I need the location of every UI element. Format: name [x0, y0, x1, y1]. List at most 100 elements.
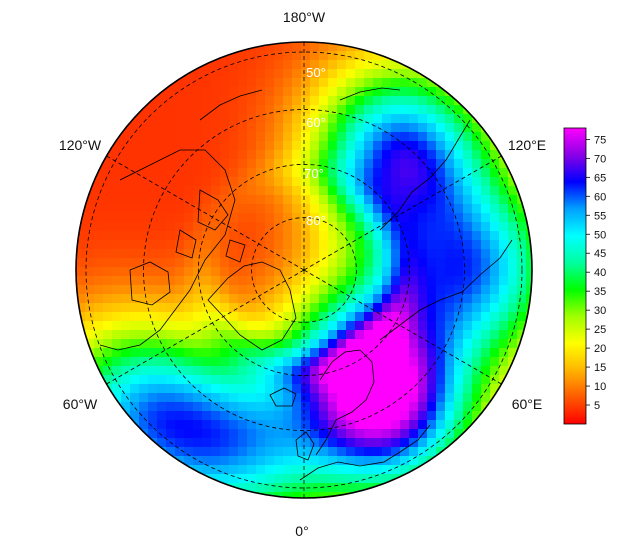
field-cell: [346, 483, 356, 493]
field-cell: [130, 159, 140, 169]
field-cell: [247, 330, 257, 340]
field-cell: [265, 87, 275, 97]
field-cell: [382, 429, 392, 439]
field-cell: [256, 357, 266, 367]
field-cell: [301, 240, 311, 250]
field-cell: [508, 159, 518, 169]
field-cell: [472, 249, 482, 259]
field-cell: [238, 375, 248, 385]
field-cell: [184, 456, 194, 466]
field-cell: [202, 420, 212, 430]
field-cell: [85, 303, 95, 313]
field-cell: [355, 177, 365, 187]
field-cell: [130, 276, 140, 286]
field-cell: [112, 159, 122, 169]
field-cell: [184, 393, 194, 403]
field-cell: [166, 402, 176, 412]
field-cell: [247, 186, 257, 196]
field-cell: [481, 375, 491, 385]
field-cell: [427, 384, 437, 394]
field-cell: [121, 132, 131, 142]
field-cell: [490, 276, 500, 286]
field-cell: [328, 465, 338, 475]
field-cell: [166, 231, 176, 241]
field-cell: [310, 402, 320, 412]
field-cell: [166, 393, 176, 403]
field-cell: [337, 42, 347, 52]
field-cell: [130, 114, 140, 124]
field-cell: [310, 348, 320, 358]
field-cell: [211, 375, 221, 385]
field-cell: [472, 195, 482, 205]
field-cell: [229, 114, 239, 124]
lat-label-70: 70°: [304, 166, 324, 181]
field-cell: [310, 492, 320, 498]
field-cell: [355, 159, 365, 169]
field-cell: [508, 177, 518, 187]
field-cell: [463, 285, 473, 295]
field-cell: [157, 357, 167, 367]
field-cell: [346, 168, 356, 178]
field-cell: [184, 438, 194, 448]
field-cell: [103, 249, 113, 259]
field-cell: [310, 177, 320, 187]
field-cell: [148, 231, 158, 241]
field-cell: [382, 447, 392, 457]
field-cell: [382, 204, 392, 214]
field-cell: [220, 357, 230, 367]
field-cell: [391, 249, 401, 259]
field-cell: [283, 276, 293, 286]
field-cell: [265, 312, 275, 322]
field-cell: [436, 330, 446, 340]
field-cell: [148, 186, 158, 196]
field-cell: [436, 150, 446, 160]
field-cell: [499, 285, 509, 295]
field-cell: [481, 276, 491, 286]
field-cell: [220, 474, 230, 484]
field-cell: [193, 330, 203, 340]
field-cell: [409, 240, 419, 250]
field-cell: [481, 177, 491, 187]
field-cell: [265, 258, 275, 268]
field-cell: [382, 69, 392, 79]
field-cell: [229, 294, 239, 304]
field-cell: [508, 303, 518, 313]
field-cell: [301, 411, 311, 421]
field-cell: [202, 141, 212, 151]
field-cell: [85, 321, 95, 331]
field-cell: [94, 222, 104, 232]
field-cell: [292, 60, 302, 70]
field-cell: [292, 231, 302, 241]
field-cell: [418, 204, 428, 214]
field-cell: [103, 321, 113, 331]
field-cell: [391, 285, 401, 295]
field-cell: [265, 168, 275, 178]
field-cell: [490, 159, 500, 169]
field-cell: [229, 267, 239, 277]
field-cell: [211, 213, 221, 223]
field-cell: [121, 231, 131, 241]
field-cell: [382, 60, 392, 70]
field-cell: [202, 465, 212, 475]
field-cell: [409, 393, 419, 403]
field-cell: [157, 258, 167, 268]
field-cell: [463, 312, 473, 322]
lon-label-60w: 60°W: [63, 396, 98, 412]
field-cell: [130, 411, 140, 421]
field-cell: [103, 240, 113, 250]
field-cell: [148, 87, 158, 97]
field-cell: [247, 114, 257, 124]
field-cell: [355, 78, 365, 88]
field-cell: [193, 150, 203, 160]
field-cell: [364, 222, 374, 232]
field-cell: [355, 222, 365, 232]
field-cell: [103, 213, 113, 223]
field-cell: [229, 375, 239, 385]
field-cell: [445, 96, 455, 106]
greenland-coastline: [207, 261, 297, 351]
field-cell: [166, 285, 176, 295]
field-cell: [157, 114, 167, 124]
field-cell: [310, 168, 320, 178]
field-cell: [202, 294, 212, 304]
field-cell: [148, 150, 158, 160]
